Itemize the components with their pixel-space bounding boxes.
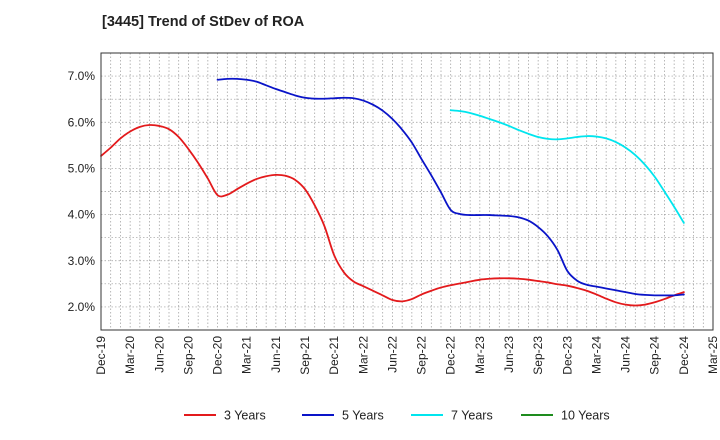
legend-label: 5 Years (342, 409, 384, 423)
y-tick-label: 6.0% (68, 115, 96, 129)
x-tick-label: Mar-25 (706, 336, 720, 374)
legend-item-7-years: 7 Years (411, 409, 493, 423)
legend-item-3-years: 3 Years (184, 409, 266, 423)
y-tick-label: 5.0% (68, 161, 96, 175)
series-lines (100, 77, 685, 307)
legend: 3 Years 5 Years 7 Years 10 Years (184, 409, 610, 423)
x-tick-label: Dec-24 (677, 336, 691, 375)
legend-label: 7 Years (451, 409, 493, 423)
x-tick-label: Mar-24 (589, 336, 603, 374)
x-tick-label: Jun-20 (152, 336, 166, 373)
x-tick-label: Mar-21 (240, 336, 254, 374)
x-tick-label: Dec-21 (327, 336, 341, 375)
x-axis-ticks: Dec-19 Mar-20 Jun-20 Sep-20 Dec-20 Mar-21 Jun-… (94, 336, 720, 375)
x-tick-label: Jun-22 (385, 336, 399, 373)
x-tick-label: Mar-22 (356, 336, 370, 374)
axes (100, 52, 714, 331)
x-tick-label: Sep-20 (181, 336, 195, 375)
legend-item-5-years: 5 Years (302, 409, 384, 423)
x-tick-label: Jun-21 (269, 336, 283, 373)
plot-border (100, 52, 714, 331)
y-axis-ticks: 2.0% 3.0% 4.0% 5.0% 6.0% 7.0% (68, 69, 96, 314)
x-tick-label: Jun-24 (619, 336, 633, 373)
series-line-7-years (449, 109, 685, 224)
x-tick-label: Dec-22 (444, 336, 458, 375)
x-tick-label: Dec-19 (94, 336, 108, 375)
legend-item-10-years: 10 Years (521, 409, 610, 423)
x-tick-label: Sep-21 (298, 336, 312, 375)
y-tick-label: 3.0% (68, 254, 96, 268)
legend-label: 10 Years (561, 409, 610, 423)
x-tick-label: Sep-23 (531, 336, 545, 375)
series-line-3-years (100, 124, 685, 307)
x-tick-label: Sep-22 (415, 336, 429, 375)
x-tick-label: Sep-24 (648, 336, 662, 375)
x-tick-label: Dec-23 (560, 336, 574, 375)
x-tick-label: Mar-20 (123, 336, 137, 374)
x-tick-label: Mar-23 (473, 336, 487, 374)
series-line-5-years (216, 77, 685, 297)
y-tick-label: 7.0% (68, 69, 96, 83)
x-tick-label: Jun-23 (502, 336, 516, 373)
y-tick-label: 2.0% (68, 300, 96, 314)
legend-label: 3 Years (224, 409, 266, 423)
y-tick-label: 4.0% (68, 208, 96, 222)
chart-title: [3445] Trend of StDev of ROA (102, 14, 305, 30)
x-tick-label: Dec-20 (211, 336, 225, 375)
